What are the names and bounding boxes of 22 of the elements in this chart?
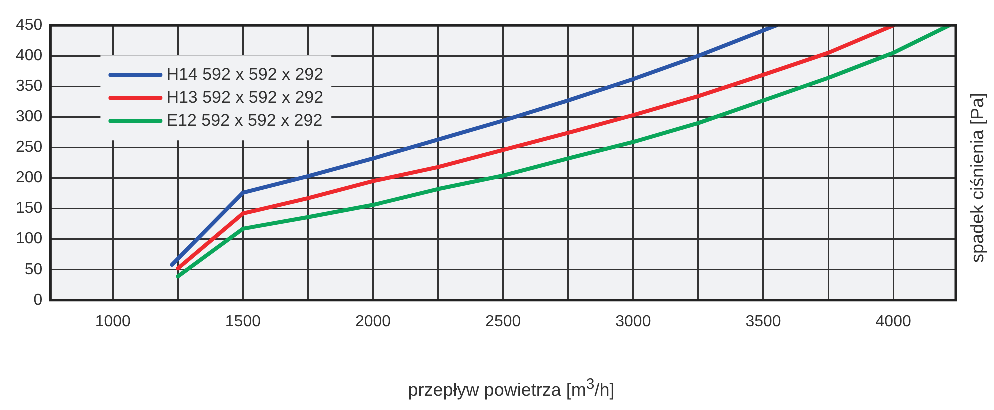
x-tick-label: 4000 (876, 313, 912, 330)
legend-label: E12 592 x 592 x 292 (166, 110, 323, 130)
x-tick-label: 3000 (616, 313, 652, 330)
y-tick-label: 450 (16, 17, 43, 34)
x-tick-label: 3500 (746, 313, 782, 330)
legend-label: H13 592 x 592 x 292 (166, 88, 324, 107)
x-tick-label: 1000 (95, 313, 132, 330)
legend-label: H14 592 x 592 x 292 (166, 64, 324, 84)
y-tick-label: 300 (16, 108, 43, 126)
y-tick-label: 100 (16, 230, 43, 248)
y-tick-label: 150 (16, 200, 43, 218)
x-axis-title: przepływ powietrza [m$^{3}$/h] (407, 376, 616, 401)
y-tick-label: 50 (24, 261, 43, 278)
y-tick-label: 250 (16, 139, 43, 156)
y-tick-label: 0 (34, 292, 43, 309)
x-tick-label: 1500 (225, 313, 262, 330)
y-tick-label: 200 (16, 170, 43, 187)
x-tick-label: 2500 (486, 313, 522, 330)
y-axis-title: spadek ciśnienia [Pa] (968, 92, 988, 264)
y-tick-label: 400 (16, 48, 43, 65)
y-tick-label: 350 (16, 78, 43, 96)
x-tick-label: 2000 (355, 313, 392, 330)
